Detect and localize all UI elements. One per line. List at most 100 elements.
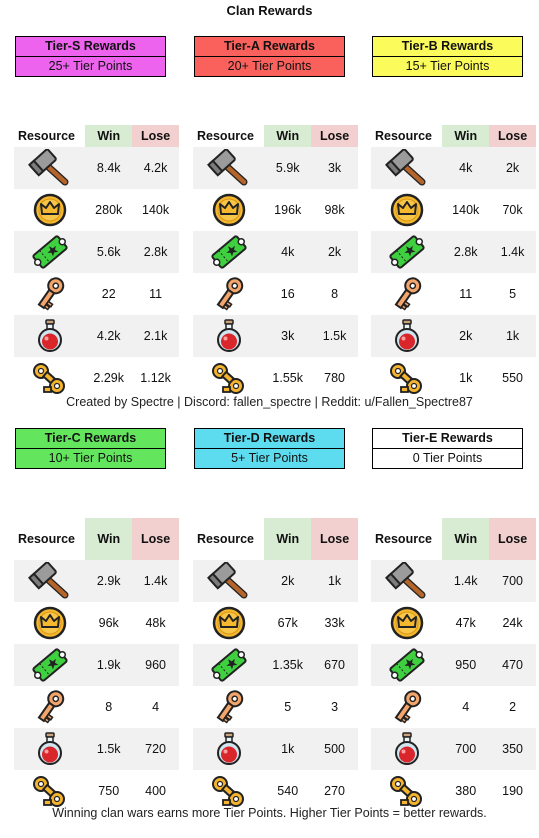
table-row: 4k 2k <box>193 231 358 273</box>
table-row: 700 350 <box>371 728 536 770</box>
table-row: 1.5k 720 <box>14 728 179 770</box>
lose-value: 4.2k <box>132 147 179 189</box>
win-header: Win <box>264 125 312 147</box>
potion-icon <box>371 728 443 770</box>
lose-value: 70k <box>489 189 536 231</box>
hammer-icon <box>14 147 86 189</box>
rewards-table: Resource Win Lose 5.9k 3k 196k 98k 4k 2k 16 8 3k 1.5… <box>193 125 358 399</box>
win-value: 750 <box>85 770 133 812</box>
table-row: 2.8k 1.4k <box>371 231 536 273</box>
win-header: Win <box>442 125 490 147</box>
rewards-table: Resource Win Lose 2k 1k 67k 33k 1.35k 670 5 3 1k 500… <box>193 518 358 812</box>
lose-value: 1.5k <box>311 315 358 357</box>
win-value: 950 <box>442 644 490 686</box>
lose-value: 1.4k <box>132 560 179 602</box>
lose-value: 1.4k <box>489 231 536 273</box>
tier-points: 5+ Tier Points <box>195 449 344 468</box>
win-header: Win <box>85 518 133 560</box>
win-value: 280k <box>85 189 133 231</box>
table-row: 380 190 <box>371 770 536 812</box>
ticket-icon <box>193 644 265 686</box>
win-value: 1.55k <box>264 357 312 399</box>
lose-value: 720 <box>132 728 179 770</box>
crown-coin-icon <box>14 602 86 644</box>
lose-value: 270 <box>311 770 358 812</box>
key-icon <box>193 686 265 728</box>
resource-header: Resource <box>375 129 432 143</box>
lose-value: 550 <box>489 357 536 399</box>
win-value: 5.6k <box>85 231 133 273</box>
table-row: 2.9k 1.4k <box>14 560 179 602</box>
tier-points: 15+ Tier Points <box>373 57 522 76</box>
tier-name: Tier-B Rewards <box>373 37 522 57</box>
wind-up-key-icon <box>193 357 265 399</box>
ticket-icon <box>14 231 86 273</box>
table-row: 67k 33k <box>193 602 358 644</box>
win-value: 4 <box>442 686 490 728</box>
page-title: Clan Rewards <box>226 3 313 18</box>
lose-value: 190 <box>489 770 536 812</box>
tier-name: Tier-S Rewards <box>16 37 165 57</box>
tier-s-panel: Tier-S Rewards 25+ Tier Points Resource Win… <box>14 36 179 399</box>
table-header-row: Resource Win Lose <box>193 518 358 560</box>
table-header-row: Resource Win Lose <box>193 125 358 147</box>
table-row: 16 8 <box>193 273 358 315</box>
table-row: 4k 2k <box>371 147 536 189</box>
hammer-icon <box>14 560 86 602</box>
wind-up-key-icon <box>371 770 443 812</box>
lose-value: 2.8k <box>132 231 179 273</box>
table-row: 2k 1k <box>193 560 358 602</box>
lose-value: 400 <box>132 770 179 812</box>
lose-value: 700 <box>489 560 536 602</box>
lose-header: Lose <box>132 125 179 147</box>
win-value: 1k <box>442 357 490 399</box>
wind-up-key-icon <box>193 770 265 812</box>
rewards-table: Resource Win Lose 8.4k 4.2k 280k 140k 5.6k 2.8k 2… <box>14 125 179 399</box>
lose-header: Lose <box>311 518 358 560</box>
win-value: 2.8k <box>442 231 490 273</box>
tier-name: Tier-D Rewards <box>195 429 344 449</box>
win-value: 4.2k <box>85 315 133 357</box>
win-value: 2.29k <box>85 357 133 399</box>
table-row: 11 5 <box>371 273 536 315</box>
lose-value: 2k <box>311 231 358 273</box>
table-row: 8.4k 4.2k <box>14 147 179 189</box>
table-row: 1.9k 960 <box>14 644 179 686</box>
lose-value: 350 <box>489 728 536 770</box>
ticket-icon <box>371 231 443 273</box>
win-value: 8 <box>85 686 133 728</box>
wind-up-key-icon <box>371 357 443 399</box>
win-value: 1.35k <box>264 644 312 686</box>
lose-value: 1.12k <box>132 357 179 399</box>
resource-header: Resource <box>375 532 432 546</box>
tier-b-panel: Tier-B Rewards 15+ Tier Points Resource Win… <box>371 36 536 399</box>
wind-up-key-icon <box>14 357 86 399</box>
win-value: 2k <box>264 560 312 602</box>
tier-points: 25+ Tier Points <box>16 57 165 76</box>
lose-value: 1k <box>311 560 358 602</box>
lose-value: 1k <box>489 315 536 357</box>
win-value: 380 <box>442 770 490 812</box>
rewards-table: Resource Win Lose 2.9k 1.4k 96k 48k 1.9k 960 8 4 1.… <box>14 518 179 812</box>
table-row: 96k 48k <box>14 602 179 644</box>
key-icon <box>371 686 443 728</box>
lose-value: 4 <box>132 686 179 728</box>
tier-points: 0 Tier Points <box>373 449 522 468</box>
win-value: 2k <box>442 315 490 357</box>
lose-value: 2.1k <box>132 315 179 357</box>
wind-up-key-icon <box>14 770 86 812</box>
potion-icon <box>371 315 443 357</box>
win-value: 4k <box>442 147 490 189</box>
win-header: Win <box>442 518 490 560</box>
lose-value: 24k <box>489 602 536 644</box>
hammer-icon <box>371 147 443 189</box>
win-value: 196k <box>264 189 312 231</box>
win-value: 47k <box>442 602 490 644</box>
lose-value: 11 <box>132 273 179 315</box>
lose-value: 140k <box>132 189 179 231</box>
win-value: 16 <box>264 273 312 315</box>
table-row: 1k 550 <box>371 357 536 399</box>
key-icon <box>193 273 265 315</box>
